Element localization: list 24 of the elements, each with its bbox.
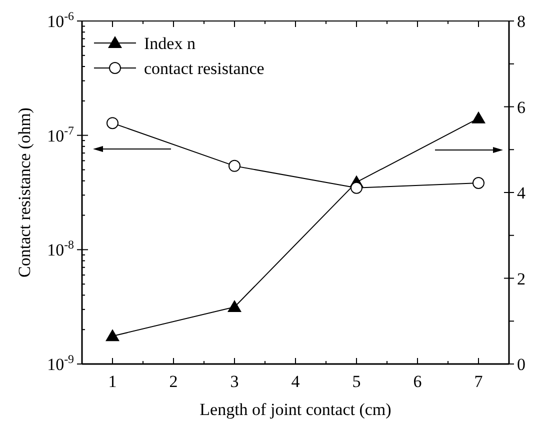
point (472, 176, 484, 189)
y-tick-label: 10$^{-9}$ (47, 352, 74, 374)
y2-tick-label: 0 (517, 355, 526, 374)
point (350, 182, 362, 194)
x-tick-label: 5 (352, 372, 361, 391)
x-tick-label: 6 (413, 372, 422, 391)
x-tick-label: 2 (169, 372, 178, 391)
x-axis-title: Length of joint contact (cm) (200, 400, 392, 419)
x-tick-label: 4 (291, 372, 300, 391)
y2-tick-label: 8 (517, 12, 526, 31)
y2-tick-label: 4 (517, 184, 526, 202)
x-tick-label: 7 (474, 372, 484, 391)
y2-tick-label: 2 (517, 269, 526, 288)
y-axis-title: Contact resistance (ohm) (15, 108, 34, 278)
point (228, 160, 240, 172)
y-tick-label: 10$^{-8}$ (47, 238, 74, 260)
legend-label: contact resistance (144, 59, 264, 78)
legend-label: Index n (144, 34, 196, 53)
y-tick-label: 10$^{-6}$ (47, 9, 74, 31)
x-tick-label: 1 (108, 372, 117, 391)
y2-tick-label: 6 (517, 98, 526, 117)
point (106, 117, 118, 130)
x-tick-label: 3 (230, 372, 239, 391)
y-tick-label: 10$^{-7}$ (47, 123, 74, 146)
